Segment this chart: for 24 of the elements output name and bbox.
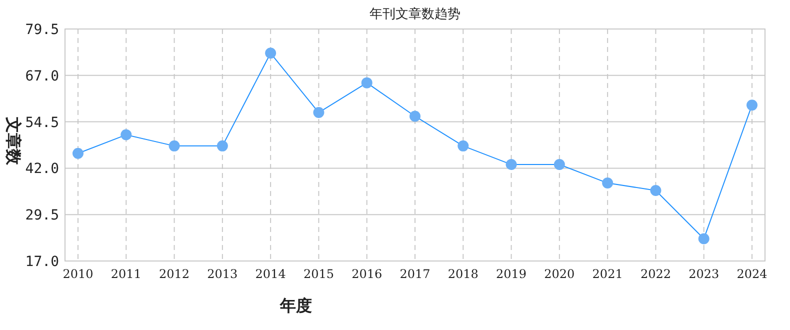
x-axis-title: 年度 <box>279 296 312 315</box>
chart-title: 年刊文章数趋势 <box>370 7 460 22</box>
y-tick-label: 79.5 <box>25 22 59 38</box>
x-tick-label: 2024 <box>736 267 768 281</box>
y-tick-label: 67.0 <box>25 68 59 84</box>
y-tick-label: 17.0 <box>25 254 59 270</box>
x-tick-label: 2016 <box>352 267 382 281</box>
x-tick-label: 2010 <box>62 267 94 281</box>
x-tick-label: 2011 <box>110 267 142 281</box>
x-tick-label: 2014 <box>255 267 286 281</box>
x-tick-label: 2012 <box>159 267 190 281</box>
y-tick-label: 54.5 <box>25 114 59 131</box>
x-tick-label: 2015 <box>303 267 334 281</box>
y-tick-label: 29.5 <box>25 208 59 224</box>
x-tick-label: 2023 <box>688 267 720 281</box>
x-tick-label: 2020 <box>544 267 575 281</box>
y-tick-label: 42.0 <box>25 161 59 178</box>
x-tick-label: 2019 <box>496 267 527 281</box>
x-tick-label: 2017 <box>400 267 430 281</box>
x-tick-label: 2021 <box>592 267 623 281</box>
x-tick-label: 2022 <box>640 267 671 281</box>
x-tick-label: 2018 <box>448 267 478 281</box>
x-tick-label: 2013 <box>207 267 238 281</box>
y-axis-title: 文章数 <box>4 116 23 166</box>
